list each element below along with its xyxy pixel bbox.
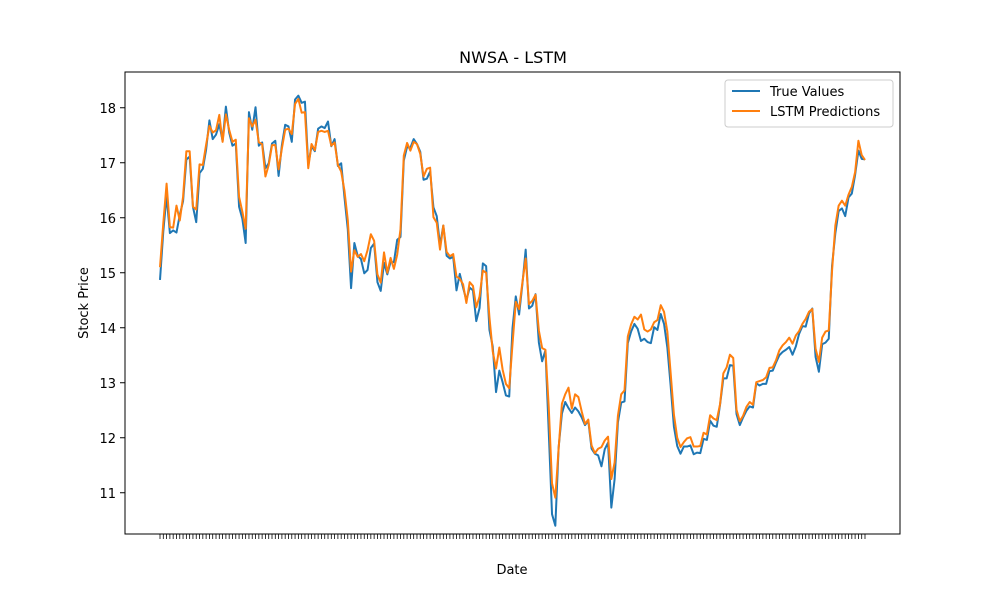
y-tick-label-14: 14 [99,322,116,337]
y-axis: 11 12 13 14 15 16 17 18 [99,102,125,502]
y-tick-label-12: 12 [99,432,116,447]
y-tick-label-16: 16 [99,212,116,227]
series-line-lstm-predictions [159,97,866,499]
chart-title: NWSA - LSTM [459,48,567,67]
legend-box [724,79,894,128]
legend: True Values LSTM Predictions [724,79,894,128]
y-tick-label-15: 15 [99,267,116,282]
x-axis-label: Date [496,563,527,578]
y-axis-label: Stock Price [77,267,92,339]
y-tick-label-18: 18 [99,102,116,117]
y-tick-label-11: 11 [99,487,116,502]
y-tick-label-17: 17 [99,157,116,172]
y-tick-label-13: 13 [99,377,116,392]
legend-label-true-values: True Values [769,85,844,100]
legend-label-lstm-predictions: LSTM Predictions [770,105,880,120]
plot-area [159,94,866,527]
x-axis [159,534,866,539]
